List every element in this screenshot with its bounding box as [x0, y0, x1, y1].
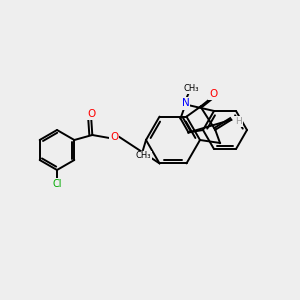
- Text: O: O: [110, 132, 118, 142]
- Text: H: H: [235, 117, 242, 126]
- Text: O: O: [209, 88, 217, 99]
- Text: CH₃: CH₃: [184, 84, 199, 93]
- Text: Cl: Cl: [52, 179, 62, 189]
- Text: CH₃: CH₃: [135, 152, 151, 160]
- Text: O: O: [87, 109, 95, 119]
- Text: N: N: [182, 98, 189, 109]
